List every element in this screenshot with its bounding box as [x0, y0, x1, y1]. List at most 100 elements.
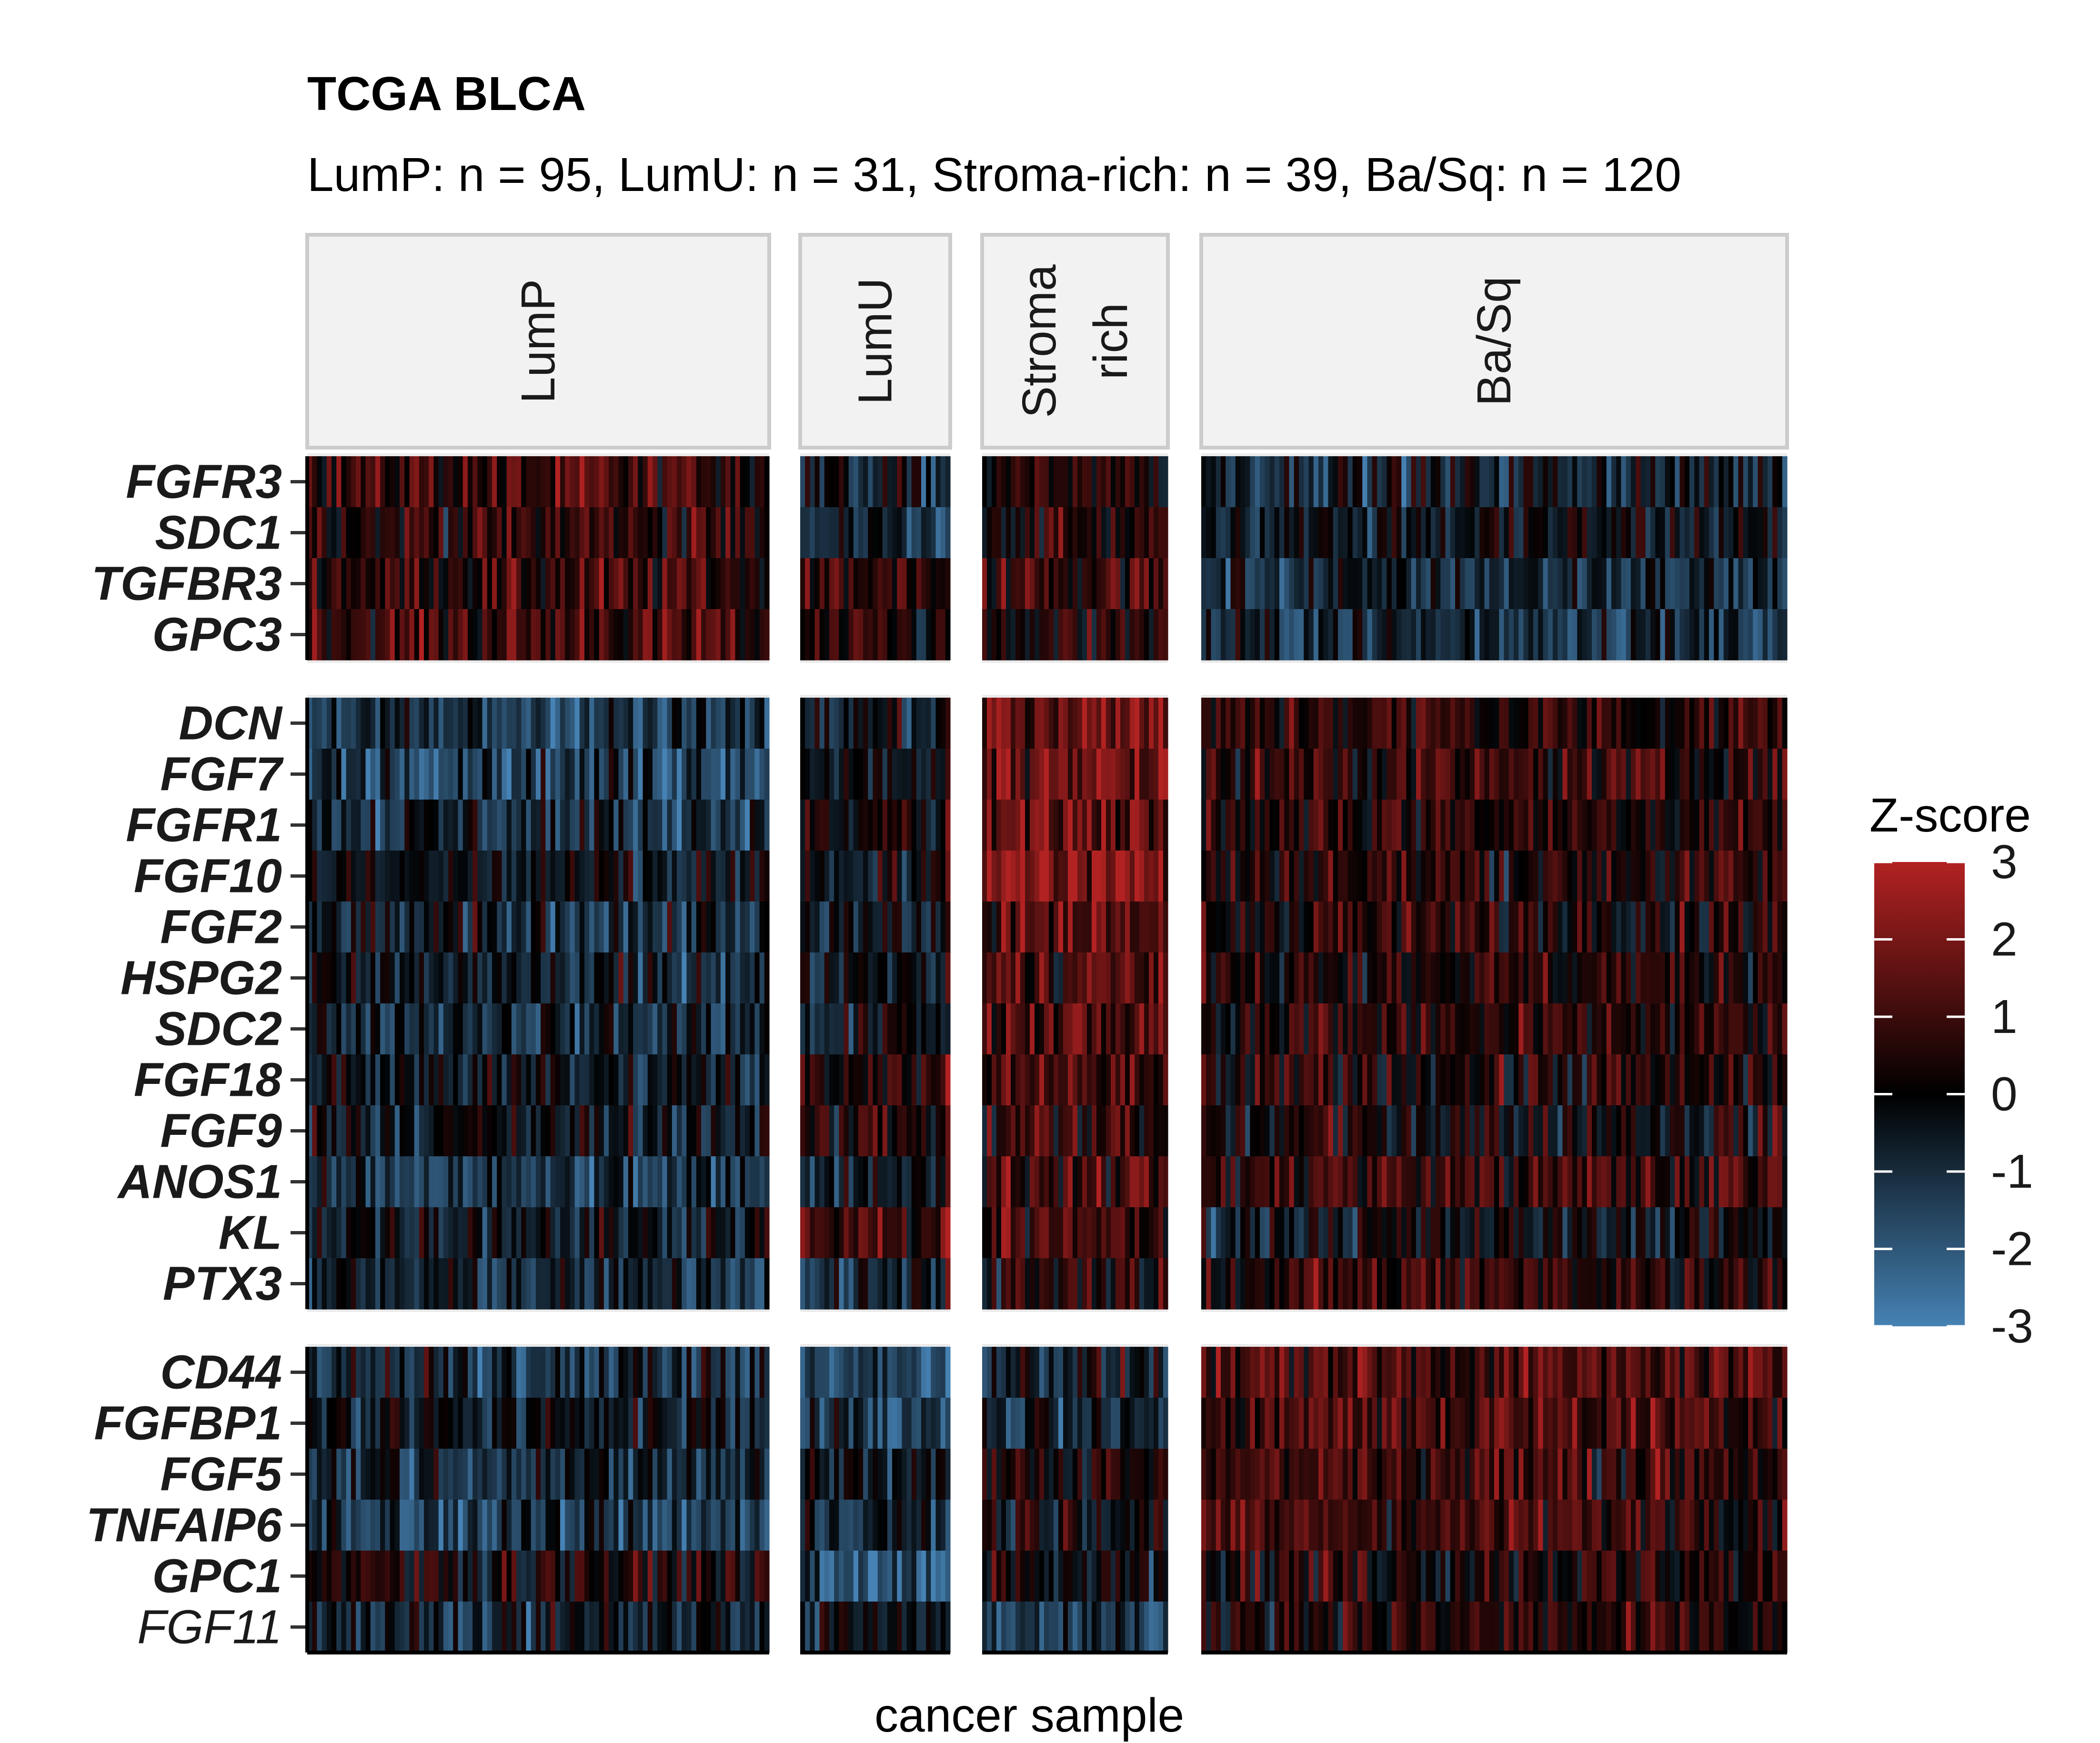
heatmap-cell — [371, 749, 376, 800]
heatmap-cell — [1738, 749, 1744, 800]
heatmap-cell — [1719, 952, 1724, 1004]
heatmap-cell — [570, 698, 575, 749]
heatmap-cell — [858, 800, 864, 851]
heatmap-cell — [721, 1105, 726, 1157]
heatmap-cell — [580, 609, 585, 661]
heatmap-cell — [653, 609, 658, 661]
heatmap-cell — [1015, 952, 1021, 1004]
heatmap-cell — [594, 1258, 599, 1310]
heatmap-cell — [458, 1003, 463, 1055]
heatmap-cell — [1275, 1258, 1280, 1310]
heatmap-cell — [1231, 609, 1236, 661]
heatmap-cell — [1255, 1105, 1260, 1157]
heatmap-cell — [1699, 1003, 1705, 1055]
heatmap-cell — [1489, 698, 1495, 749]
heatmap-cell — [1236, 1207, 1241, 1259]
heatmap-cell — [883, 1207, 888, 1259]
heatmap-cell — [1314, 1207, 1319, 1259]
heatmap-cell — [1616, 456, 1621, 508]
heatmap-cell — [1096, 1258, 1102, 1310]
heatmap-cell — [1655, 851, 1660, 902]
heatmap-cell — [1096, 952, 1102, 1004]
heatmap-cell — [1154, 1003, 1159, 1055]
heatmap-cell — [1748, 1054, 1753, 1106]
heatmap-cell — [1338, 609, 1343, 661]
heatmap-cell — [613, 456, 619, 508]
heatmap-cell — [400, 1207, 405, 1259]
heatmap-cell — [1158, 507, 1164, 559]
heatmap-cell — [433, 1003, 439, 1055]
heatmap-cell — [754, 1347, 760, 1398]
heatmap-cell — [1660, 800, 1666, 851]
heatmap-cell — [419, 800, 424, 851]
heatmap-cell — [1753, 749, 1758, 800]
heatmap-cell — [638, 1398, 643, 1449]
heatmap-cell — [526, 1500, 531, 1551]
heatmap-cell — [1709, 851, 1714, 902]
heatmap-cell — [507, 1156, 512, 1208]
heatmap-cell — [1101, 1054, 1106, 1106]
heatmap-cell — [1577, 1156, 1582, 1208]
heatmap-cell — [849, 1207, 854, 1259]
heatmap-cell — [829, 1258, 834, 1310]
heatmap-cell — [844, 609, 849, 661]
heatmap-cell — [764, 1156, 770, 1208]
heatmap-cell — [1236, 1054, 1241, 1106]
heatmap-cell — [643, 1347, 648, 1398]
heatmap-cell — [1387, 851, 1392, 902]
heatmap-cell — [521, 507, 526, 559]
heatmap-cell — [1646, 698, 1651, 749]
heatmap-cell — [764, 1500, 770, 1551]
heatmap-cell — [824, 902, 830, 953]
heatmap-cell — [1130, 456, 1135, 508]
heatmap-cell — [730, 1398, 735, 1449]
heatmap-cell — [1101, 456, 1106, 508]
heatmap-cell — [1743, 902, 1748, 953]
heatmap-cell — [1524, 1105, 1529, 1157]
heatmap-cell — [1577, 1003, 1582, 1055]
heatmap-cell — [730, 1207, 735, 1259]
heatmap-cell — [409, 1003, 414, 1055]
heatmap-cell — [545, 952, 551, 1004]
heatmap-cell — [1063, 1105, 1068, 1157]
heatmap-cell — [1465, 952, 1470, 1004]
heatmap-cell — [706, 800, 711, 851]
heatmap-cell — [443, 1347, 449, 1398]
heatmap-cell — [1158, 698, 1164, 749]
heatmap-cell — [1221, 952, 1226, 1004]
heatmap-cell — [1567, 698, 1573, 749]
heatmap-cell — [487, 698, 492, 749]
heatmap-cell — [584, 952, 590, 1004]
heatmap-cell — [1518, 1054, 1524, 1106]
heatmap-cell — [371, 507, 376, 559]
heatmap-cell — [1211, 1105, 1216, 1157]
heatmap-cell — [1543, 1003, 1548, 1055]
heatmap-cell — [1431, 952, 1436, 1004]
heatmap-cell — [565, 1207, 570, 1259]
heatmap-cell — [1106, 1054, 1111, 1106]
heatmap-cell — [1211, 902, 1216, 953]
heatmap-cell — [1279, 1105, 1285, 1157]
heatmap-cell — [926, 851, 931, 902]
heatmap-cell — [1343, 609, 1348, 661]
heatmap-cell — [1426, 1207, 1431, 1259]
heatmap-cell — [1058, 456, 1064, 508]
heatmap-cell — [424, 1207, 429, 1259]
heatmap-cell — [1120, 1258, 1125, 1310]
heatmap-cell — [1144, 1054, 1149, 1106]
heatmap-cell — [1460, 456, 1465, 508]
heatmap-cell — [1382, 507, 1387, 559]
heatmap-cell — [1020, 749, 1025, 800]
heatmap-cell — [931, 1258, 936, 1310]
heatmap-cell — [536, 609, 541, 661]
heatmap-cell — [672, 1003, 677, 1055]
heatmap-cell — [839, 851, 844, 902]
heatmap-cell — [453, 558, 458, 610]
heatmap-cell — [1163, 558, 1168, 610]
heatmap-cell — [1411, 749, 1417, 800]
heatmap-cell — [536, 698, 541, 749]
heatmap-cell — [1699, 1105, 1705, 1157]
heatmap-cell — [1001, 1105, 1006, 1157]
heatmap-cell — [1275, 698, 1280, 749]
heatmap-cell — [1353, 507, 1358, 559]
